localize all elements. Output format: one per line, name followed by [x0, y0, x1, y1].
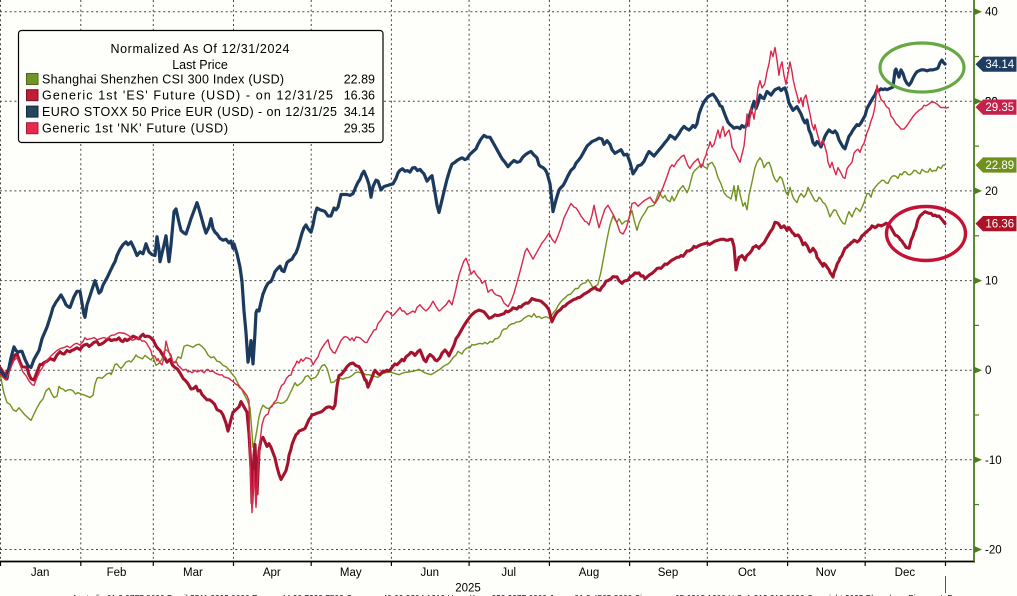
svg-text:-20: -20 — [985, 545, 1002, 557]
svg-text:40: 40 — [985, 7, 998, 19]
svg-text:Sep: Sep — [658, 567, 678, 579]
svg-text:10: 10 — [985, 276, 998, 288]
svg-text:Mar: Mar — [183, 567, 203, 579]
svg-text:Australia 61 2 9777 8600 Brazi: Australia 61 2 9777 8600 Brazil 5511 239… — [72, 593, 954, 596]
svg-text:Jan: Jan — [31, 567, 50, 579]
svg-text:Apr: Apr — [263, 567, 281, 579]
svg-text:Generic 1st 'NK' Future (USD): Generic 1st 'NK' Future (USD) — [42, 122, 228, 136]
svg-text:29.35: 29.35 — [985, 102, 1014, 114]
svg-text:Jun: Jun — [421, 567, 440, 579]
svg-text:Shanghai Shenzhen CSI 300 Inde: Shanghai Shenzhen CSI 300 Index (USD) — [42, 72, 284, 86]
svg-text:Nov: Nov — [816, 567, 837, 579]
svg-text:34.14: 34.14 — [344, 105, 375, 119]
svg-text:0: 0 — [985, 365, 991, 377]
svg-text:Aug: Aug — [579, 567, 599, 579]
svg-text:Last Price: Last Price — [172, 58, 228, 72]
svg-text:29.35: 29.35 — [344, 122, 375, 136]
svg-text:Oct: Oct — [738, 567, 757, 579]
svg-text:-10: -10 — [985, 455, 1002, 467]
svg-text:34.14: 34.14 — [985, 59, 1014, 71]
svg-text:Jul: Jul — [501, 567, 516, 579]
svg-text:Dec: Dec — [895, 567, 916, 579]
svg-text:22.89: 22.89 — [344, 72, 375, 86]
svg-text:Normalized As Of 12/31/2024: Normalized As Of 12/31/2024 — [111, 42, 290, 56]
svg-text:22.89: 22.89 — [985, 160, 1014, 172]
svg-text:16.36: 16.36 — [344, 89, 375, 103]
svg-text:Feb: Feb — [107, 567, 127, 579]
svg-text:20: 20 — [985, 186, 998, 198]
svg-text:May: May — [340, 567, 362, 579]
svg-text:Generic 1st 'ES' Future (USD): Generic 1st 'ES' Future (USD) - on 12/31… — [42, 89, 333, 103]
svg-text:2025: 2025 — [455, 583, 481, 595]
svg-text:16.36: 16.36 — [985, 219, 1014, 231]
svg-text:EURO STOXX 50 Price EUR (USD): EURO STOXX 50 Price EUR (USD) - on 12/31… — [42, 105, 337, 119]
